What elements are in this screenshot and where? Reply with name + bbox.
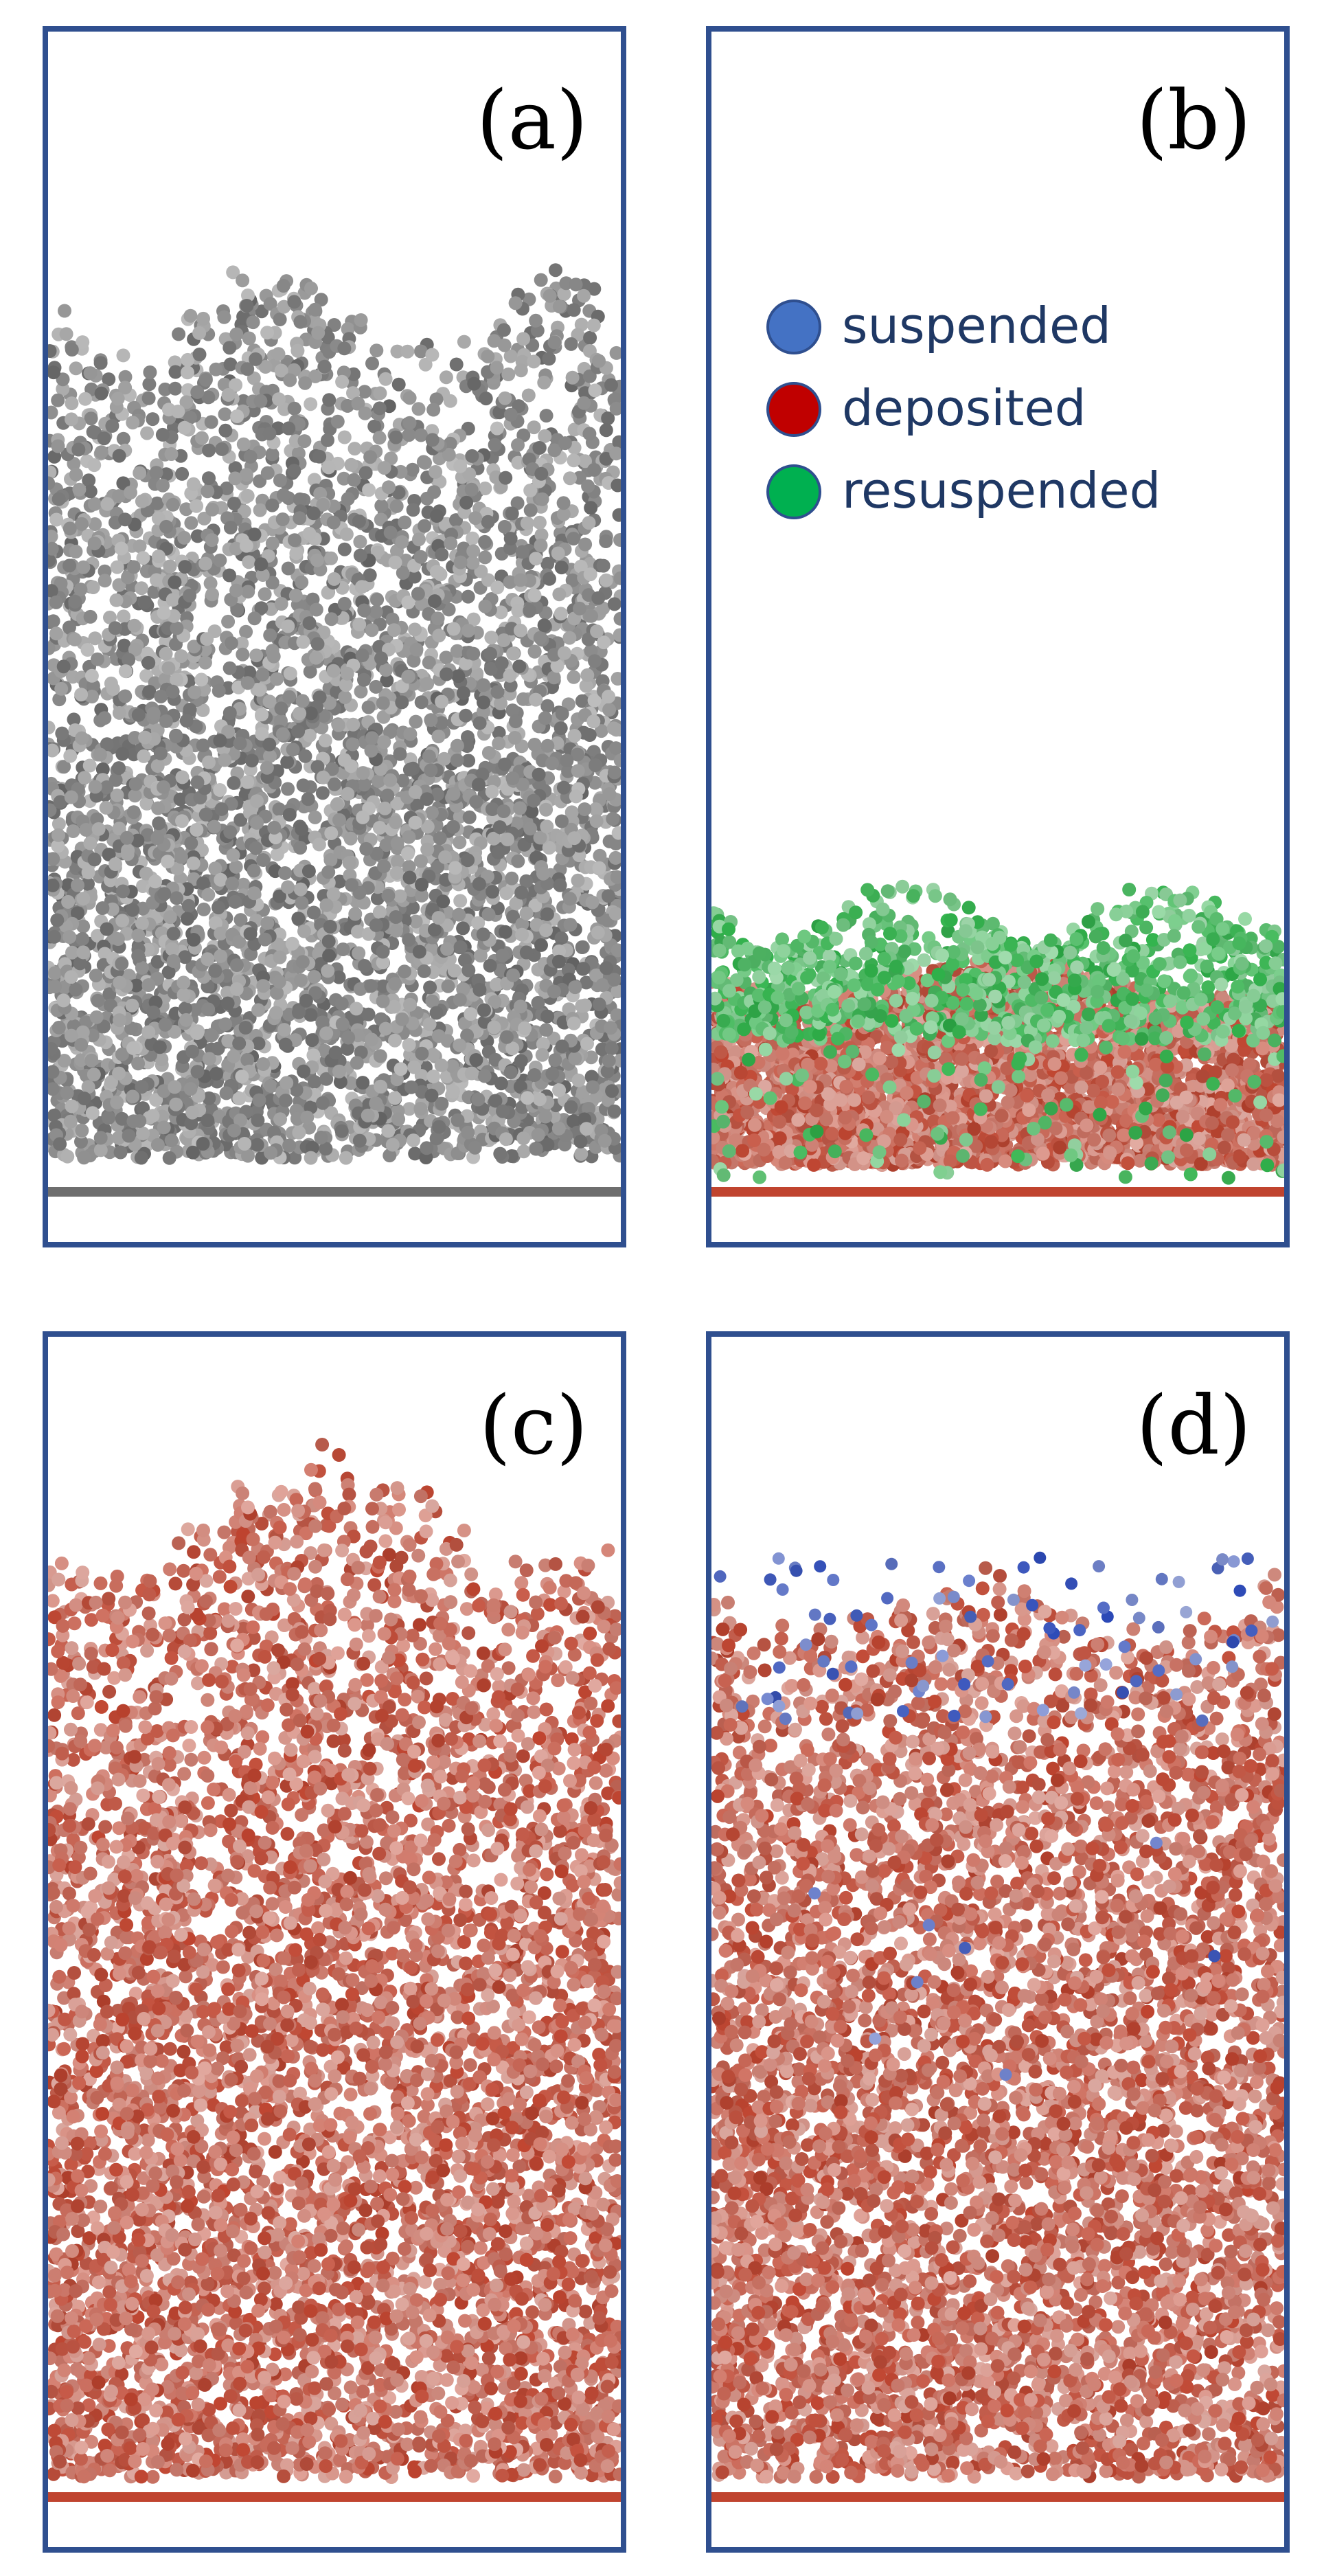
deposited-dot-icon xyxy=(766,382,821,437)
legend-label-suspended: suspended xyxy=(842,298,1111,353)
suspended-dot-icon xyxy=(766,300,821,354)
panel-label-c: (c) xyxy=(479,1385,588,1466)
particle-field-a xyxy=(48,263,621,1197)
particle-field-d xyxy=(711,1551,1284,2502)
panel-label-a: (a) xyxy=(477,80,588,161)
panel-label-b: (b) xyxy=(1136,80,1251,161)
particle-field-b xyxy=(711,879,1284,1197)
resuspended-dot-icon xyxy=(766,464,821,519)
particle-field-c xyxy=(48,1438,621,2502)
legend-label-deposited: deposited xyxy=(842,381,1086,436)
panel-a: (a) xyxy=(43,26,626,1247)
legend-label-resuspended: resuspended xyxy=(842,463,1161,518)
panel-b: (b) suspended deposited resuspended xyxy=(706,26,1290,1247)
panel-d: (d) xyxy=(706,1331,1290,2553)
panel-label-d: (d) xyxy=(1136,1385,1251,1466)
panel-c: (c) xyxy=(43,1331,626,2553)
